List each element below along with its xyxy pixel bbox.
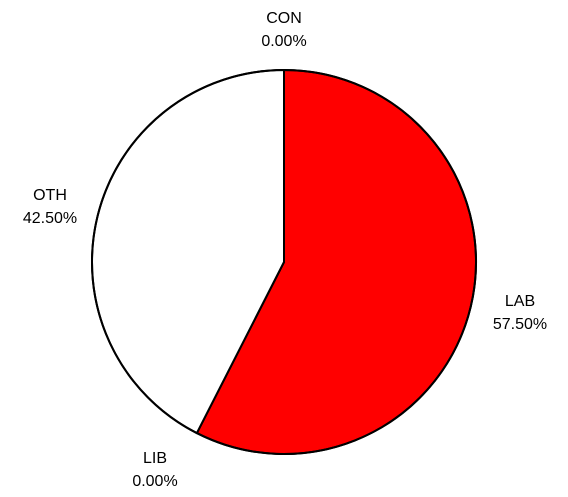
label-con-name: CON — [266, 10, 302, 27]
pie-labels: LAB 57.50% LIB 0.00% OTH 42.50% CON 0.00% — [23, 10, 547, 490]
label-oth-value: 42.50% — [23, 210, 77, 227]
pie-outline — [91, 69, 477, 455]
label-con-value: 0.00% — [261, 33, 306, 50]
label-lib-name: LIB — [143, 450, 167, 467]
pie-slices — [91, 68, 477, 455]
label-oth-name: OTH — [33, 187, 67, 204]
label-lib-value: 0.00% — [132, 473, 177, 490]
label-lab-name: LAB — [505, 293, 535, 310]
label-lab-value: 57.50% — [493, 316, 547, 333]
